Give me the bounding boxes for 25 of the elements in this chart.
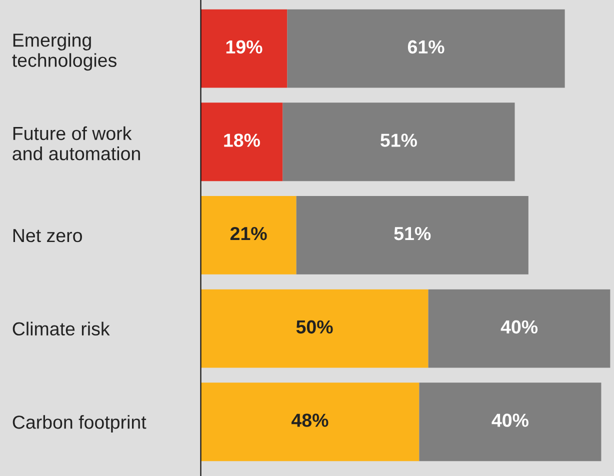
bar [287, 9, 565, 88]
data-label: 48% [292, 414, 328, 427]
bar [200, 9, 288, 88]
bar [200, 102, 283, 182]
data-label: 21% [230, 226, 267, 240]
data-label: 40% [500, 320, 538, 334]
data-label: 18% [224, 134, 260, 147]
data-label: 40% [492, 414, 528, 427]
y-tick-label: Net zero [13, 229, 82, 242]
y-tick-label: Emerging technologies [12, 33, 116, 71]
bar [200, 382, 420, 462]
bar [296, 196, 528, 274]
bar [428, 289, 610, 368]
data-label: 51% [380, 134, 417, 147]
y-tick-label: Climate risk [12, 322, 110, 336]
data-label: 61% [408, 40, 444, 54]
data-label: 50% [296, 320, 333, 334]
bar [282, 102, 515, 182]
bar [200, 289, 428, 368]
y-tick-label: Future of work and automation [12, 126, 140, 160]
bar [419, 382, 602, 462]
y-tick-label: Carbon footprint [12, 415, 146, 433]
data-label: 51% [394, 227, 431, 240]
data-label: 19% [226, 40, 262, 54]
bar [200, 196, 296, 274]
